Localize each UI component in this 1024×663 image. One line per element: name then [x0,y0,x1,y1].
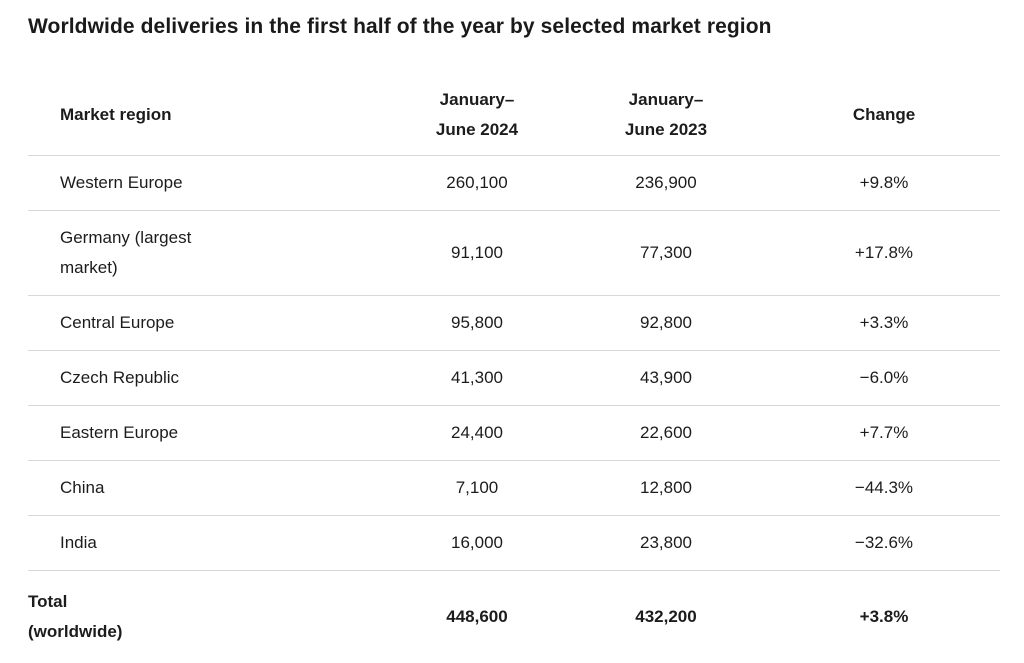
value-2023-cell: 43,900 [564,351,768,406]
table-row-central-europe: Central Europe 95,800 92,800 +3.3% [28,296,1000,351]
region-cell: Germany (largest market) [28,211,390,296]
value-2024-cell: 41,300 [390,351,564,406]
page-title: Worldwide deliveries in the first half o… [0,0,1024,40]
change-cell: −6.0% [768,351,1000,406]
table-header: Market region January– June 2024 January… [28,75,1000,156]
table-row-czech-republic: Czech Republic 41,300 43,900 −6.0% [28,351,1000,406]
value-2023-cell: 77,300 [564,211,768,296]
value-2024-cell: 7,100 [390,461,564,516]
change-cell: +7.7% [768,406,1000,461]
value-2023-cell: 92,800 [564,296,768,351]
column-header-jan-june-2023: January– June 2023 [564,75,768,156]
value-2023-cell: 22,600 [564,406,768,461]
change-cell: +3.3% [768,296,1000,351]
deliveries-table: Market region January– June 2024 January… [28,75,1000,663]
value-2024-cell: 91,100 [390,211,564,296]
value-2023-cell: 23,800 [564,516,768,571]
table-row-eastern-europe: Eastern Europe 24,400 22,600 +7.7% [28,406,1000,461]
column-header-change: Change [768,75,1000,156]
table-row-china: China 7,100 12,800 −44.3% [28,461,1000,516]
value-2024-cell: 16,000 [390,516,564,571]
value-2024-cell: 24,400 [390,406,564,461]
table-row-india: India 16,000 23,800 −32.6% [28,516,1000,571]
table-row-western-europe: Western Europe 260,100 236,900 +9.8% [28,156,1000,211]
region-cell: India [28,516,390,571]
table-row-total-worldwide: Total (worldwide) 448,600 432,200 +3.8% [28,571,1000,663]
column-header-jan-june-2024: January– June 2024 [390,75,564,156]
value-2023-cell: 236,900 [564,156,768,211]
change-cell: −44.3% [768,461,1000,516]
region-cell: Czech Republic [28,351,390,406]
value-2023-cell-total: 432,200 [564,571,768,663]
change-cell-total: +3.8% [768,571,1000,663]
value-2024-cell: 260,100 [390,156,564,211]
header-row: Market region January– June 2024 January… [28,75,1000,156]
column-header-market-region: Market region [28,75,390,156]
region-cell: China [28,461,390,516]
region-cell: Central Europe [28,296,390,351]
change-cell: +17.8% [768,211,1000,296]
value-2024-cell-total: 448,600 [390,571,564,663]
region-cell: Western Europe [28,156,390,211]
region-cell-total: Total (worldwide) [28,571,390,663]
value-2024-cell: 95,800 [390,296,564,351]
value-2023-cell: 12,800 [564,461,768,516]
table-body: Western Europe 260,100 236,900 +9.8% Ger… [28,156,1000,663]
change-cell: +9.8% [768,156,1000,211]
table-row-germany: Germany (largest market) 91,100 77,300 +… [28,211,1000,296]
region-cell: Eastern Europe [28,406,390,461]
change-cell: −32.6% [768,516,1000,571]
